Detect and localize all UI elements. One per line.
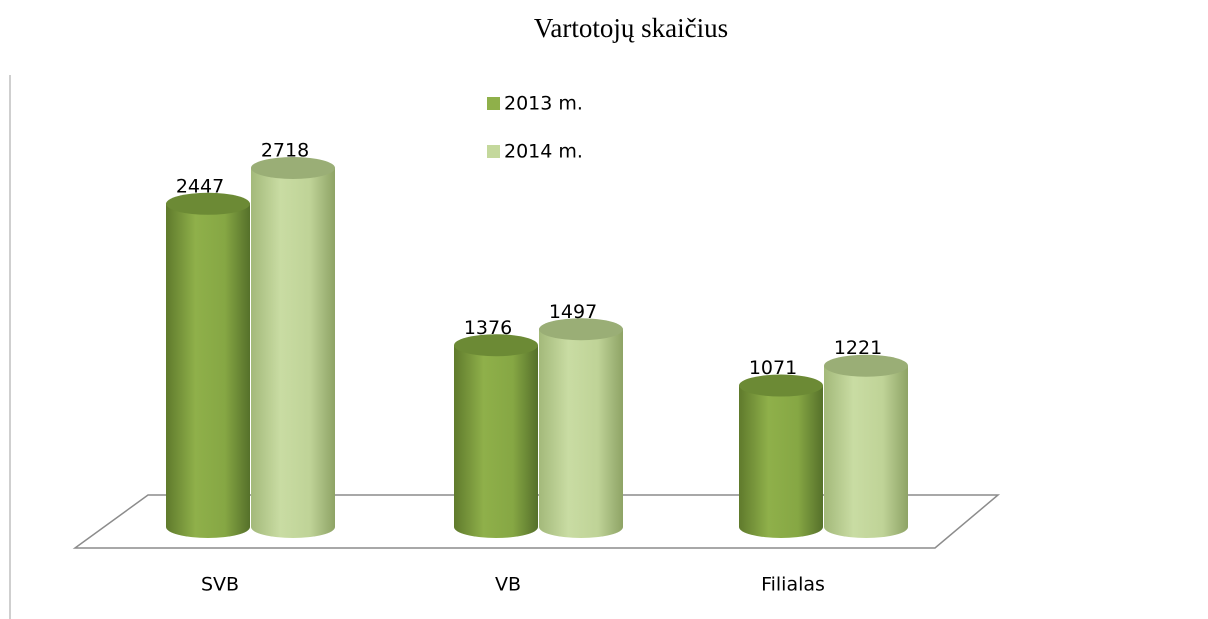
x-tick-label: SVB <box>201 574 239 596</box>
cylinder-body <box>539 329 623 538</box>
chart-title: Vartotojų skaičius <box>534 13 728 43</box>
cylinder <box>824 354 908 538</box>
cylinder <box>251 157 335 538</box>
cylinder <box>166 192 250 539</box>
legend-label: 2013 m. <box>504 93 583 115</box>
data-label: 1376 <box>464 317 512 339</box>
cylinder-body <box>454 345 538 538</box>
x-tick-label: Filialas <box>761 574 825 596</box>
cylinder-top <box>454 334 538 357</box>
cylinder-top <box>539 318 623 341</box>
data-label: 2447 <box>176 175 224 197</box>
cylinder <box>739 374 823 538</box>
cylinder-top <box>739 374 823 397</box>
legend-swatch <box>487 145 500 158</box>
data-label: 1497 <box>549 301 597 323</box>
cylinder <box>454 334 538 538</box>
legend-label: 2014 m. <box>504 141 583 163</box>
x-tick-label: VB <box>495 574 521 596</box>
cylinder-top <box>166 192 250 215</box>
cylinder-body <box>739 385 823 538</box>
cylinder-body <box>251 168 335 538</box>
cylinder <box>539 318 623 538</box>
legend-swatch <box>487 97 500 110</box>
cylinder-top <box>251 157 335 179</box>
data-label: 1071 <box>749 357 797 379</box>
cylinder-body <box>824 365 908 538</box>
cylinder-body <box>166 203 250 539</box>
cylinder-top <box>824 354 908 377</box>
data-label: 1221 <box>834 337 882 359</box>
data-label: 2718 <box>261 140 309 162</box>
